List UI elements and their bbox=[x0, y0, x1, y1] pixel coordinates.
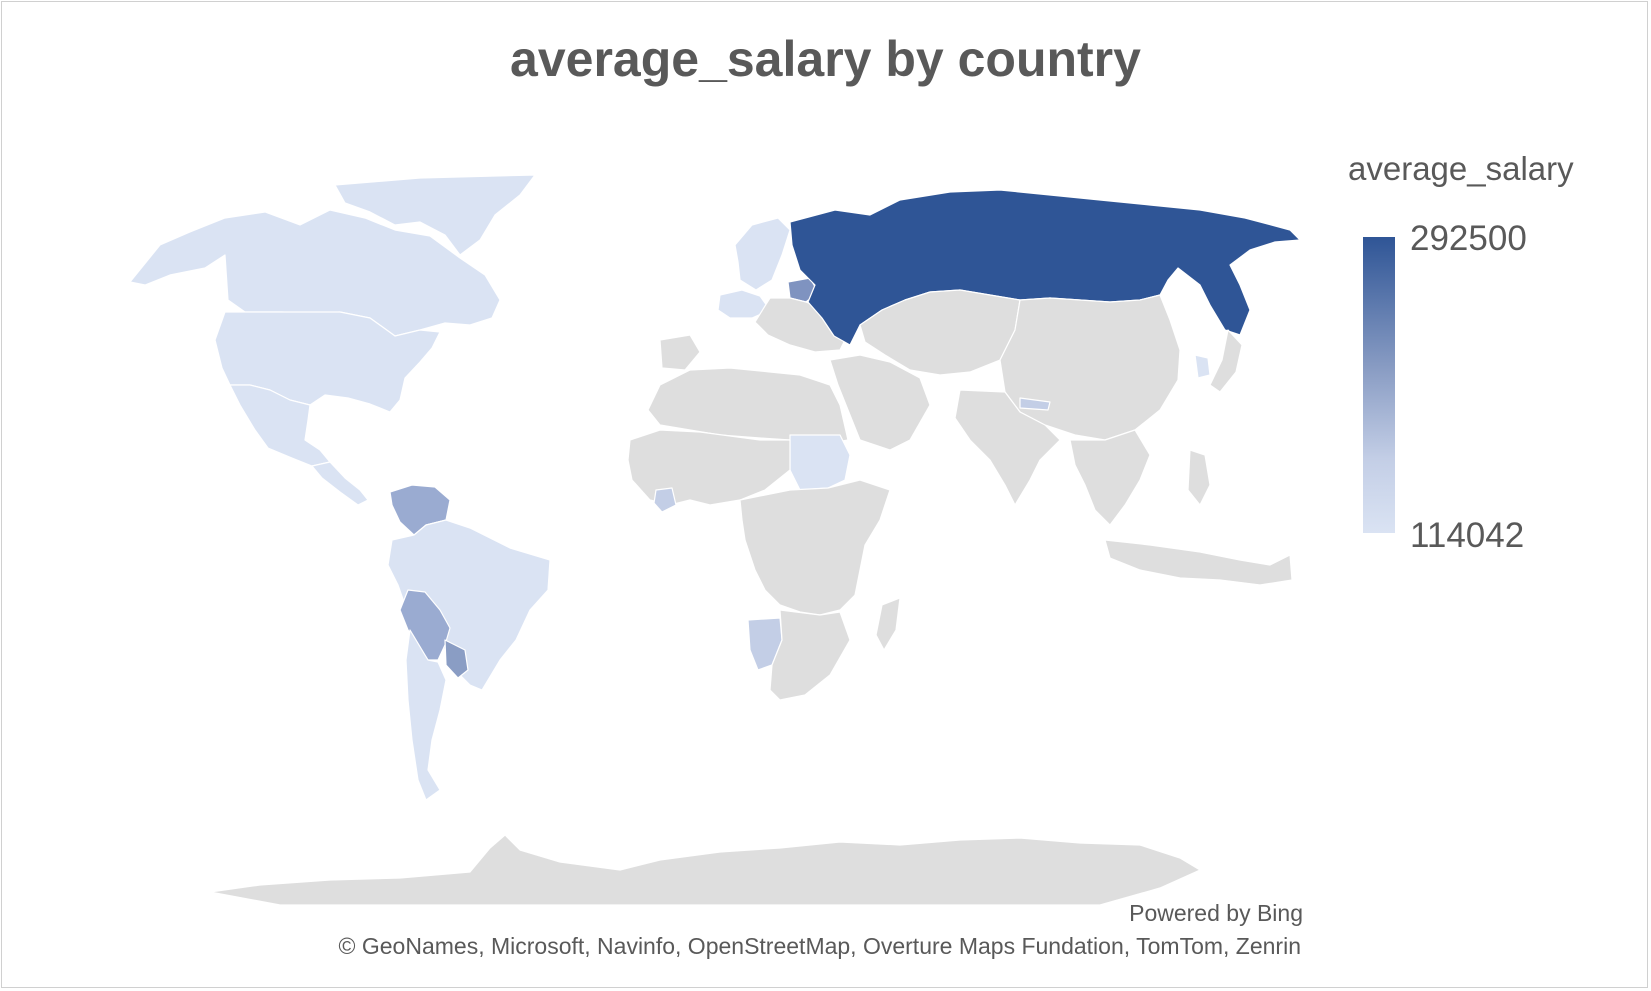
region-central-africa[interactable] bbox=[739, 479, 891, 616]
map-credits: © GeoNames, Microsoft, Navinfo, OpenStre… bbox=[338, 933, 1301, 959]
region-central-america[interactable] bbox=[311, 461, 369, 506]
region-bolivia[interactable] bbox=[399, 589, 451, 661]
legend-max-label: 292500 bbox=[1410, 219, 1527, 258]
region-india[interactable] bbox=[954, 389, 1061, 506]
region-greenland[interactable] bbox=[334, 174, 536, 256]
region-canada[interactable] bbox=[129, 209, 501, 337]
region-iberia[interactable] bbox=[659, 334, 701, 371]
region-west-africa[interactable] bbox=[627, 429, 791, 506]
region-middle-east[interactable] bbox=[829, 354, 931, 451]
region-chile-argentina[interactable] bbox=[405, 629, 447, 801]
chart-title: average_salary by country bbox=[510, 31, 1141, 87]
region-madagascar[interactable] bbox=[875, 597, 901, 651]
legend-color-scale bbox=[1363, 237, 1395, 533]
region-south-korea[interactable] bbox=[1194, 354, 1211, 379]
legend-title: average_salary bbox=[1348, 150, 1574, 187]
legend-min-label: 114042 bbox=[1410, 516, 1525, 555]
region-philippines[interactable] bbox=[1187, 449, 1211, 506]
region-antarctica[interactable] bbox=[209, 834, 1201, 906]
region-japan[interactable] bbox=[1209, 329, 1243, 393]
region-sudan[interactable] bbox=[789, 434, 851, 491]
region-indonesia[interactable] bbox=[1104, 539, 1293, 586]
region-southeast-asia[interactable] bbox=[1069, 429, 1151, 526]
region-paraguay[interactable] bbox=[444, 639, 469, 679]
region-ivory-coast[interactable] bbox=[653, 487, 677, 513]
region-nepal[interactable] bbox=[1019, 397, 1051, 411]
region-russia[interactable] bbox=[789, 189, 1301, 346]
region-scandinavia[interactable] bbox=[734, 217, 791, 291]
region-southern-africa[interactable] bbox=[769, 609, 851, 701]
powered-by-label: Powered by Bing bbox=[1129, 900, 1303, 926]
region-mexico[interactable] bbox=[229, 384, 331, 467]
